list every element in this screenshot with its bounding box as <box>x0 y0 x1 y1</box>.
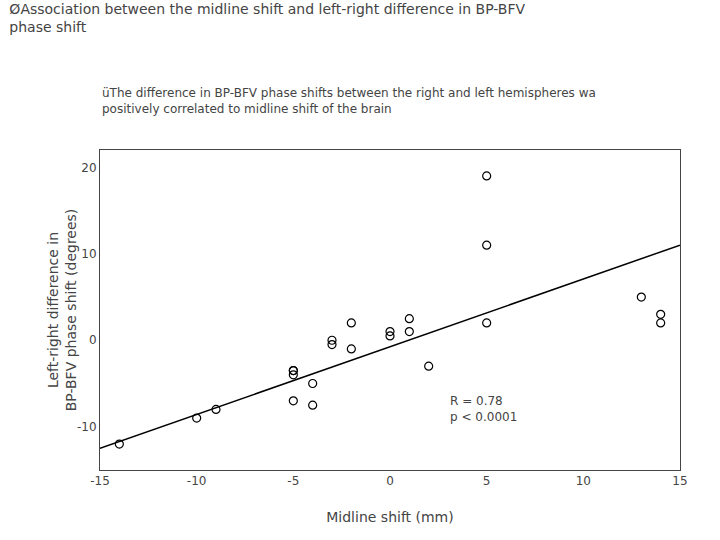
svg-text:15: 15 <box>672 474 687 488</box>
svg-text:-15: -15 <box>90 474 110 488</box>
svg-text:üThe difference in BP-BFV phas: üThe difference in BP-BFV phase shifts b… <box>102 86 596 116</box>
svg-text:10: 10 <box>576 474 591 488</box>
svg-text:ØAssociation between the midli: ØAssociation between the midline shift a… <box>9 1 525 35</box>
svg-text:Midline shift (mm): Midline shift (mm) <box>326 509 453 525</box>
svg-text:-10: -10 <box>77 420 97 434</box>
svg-text:10: 10 <box>81 247 96 261</box>
svg-text:Left-right difference inBP-BFV: Left-right difference inBP-BFV phase shi… <box>45 209 79 412</box>
svg-text:-10: -10 <box>187 474 207 488</box>
svg-text:0: 0 <box>386 474 394 488</box>
svg-text:R = 0.78p < 0.0001: R = 0.78p < 0.0001 <box>450 394 517 424</box>
svg-text:0: 0 <box>89 333 97 347</box>
svg-text:-5: -5 <box>287 474 299 488</box>
svg-text:5: 5 <box>483 474 491 488</box>
svg-text:20: 20 <box>81 161 96 175</box>
